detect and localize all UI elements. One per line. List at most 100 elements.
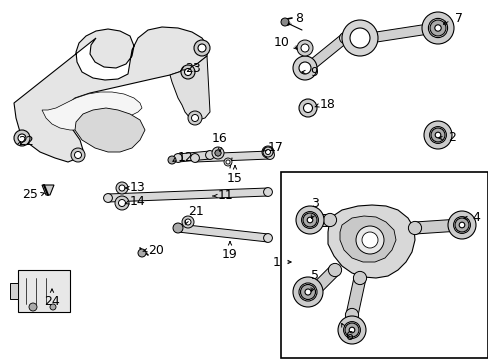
Polygon shape [177,224,268,242]
Circle shape [265,150,274,159]
Bar [10,283,18,300]
Circle shape [215,150,221,156]
Circle shape [345,323,358,337]
Circle shape [263,147,272,157]
Circle shape [348,327,354,333]
Circle shape [355,226,383,254]
Circle shape [173,154,182,162]
Circle shape [361,232,377,248]
Circle shape [119,185,125,191]
Polygon shape [368,23,435,43]
Polygon shape [314,214,329,226]
Circle shape [298,283,316,301]
Circle shape [303,104,312,112]
Circle shape [341,20,377,56]
Polygon shape [414,219,460,234]
Circle shape [184,68,191,76]
Circle shape [184,219,191,225]
Circle shape [115,196,129,210]
Circle shape [263,234,272,242]
Circle shape [190,154,199,162]
Circle shape [263,188,272,197]
Text: 11: 11 [218,189,233,202]
Circle shape [14,130,30,146]
Circle shape [205,150,214,159]
Circle shape [454,218,468,232]
Text: 20: 20 [148,243,163,256]
Text: 22: 22 [18,135,34,148]
Polygon shape [14,27,207,162]
Text: 23: 23 [184,62,201,75]
Circle shape [71,148,85,162]
Circle shape [458,222,464,228]
Bar [281,172,487,358]
Circle shape [339,32,350,44]
Polygon shape [42,92,142,130]
Circle shape [423,121,451,149]
Polygon shape [42,185,54,195]
Circle shape [295,206,324,234]
Circle shape [265,149,270,154]
Circle shape [116,182,128,194]
Circle shape [429,20,445,36]
Circle shape [430,128,444,142]
Circle shape [337,316,365,344]
Circle shape [50,304,56,310]
Text: 19: 19 [222,248,237,261]
Circle shape [429,127,446,143]
Text: 2: 2 [447,131,455,144]
Circle shape [212,147,224,159]
Text: 9: 9 [309,66,317,78]
Circle shape [262,146,273,158]
Polygon shape [339,216,395,262]
Polygon shape [177,151,210,162]
Polygon shape [194,151,269,162]
Circle shape [173,223,183,233]
Circle shape [292,277,323,307]
Text: 15: 15 [226,172,243,185]
Text: 21: 21 [187,205,203,218]
Polygon shape [327,205,414,278]
Circle shape [225,160,229,164]
Circle shape [300,284,315,300]
Circle shape [187,111,202,125]
Circle shape [224,158,231,166]
Circle shape [168,156,176,164]
Polygon shape [75,108,145,152]
Circle shape [328,264,341,276]
Circle shape [301,212,318,228]
Circle shape [427,18,447,37]
Circle shape [303,213,316,227]
Text: 10: 10 [274,36,289,49]
Circle shape [343,321,360,338]
Circle shape [29,303,37,311]
Circle shape [421,12,453,44]
Circle shape [308,283,321,297]
Text: 18: 18 [319,99,335,112]
Text: 1: 1 [273,256,281,269]
Text: 16: 16 [212,132,227,145]
Text: 8: 8 [294,12,303,24]
Circle shape [198,44,205,52]
Circle shape [215,150,221,156]
Text: 5: 5 [310,269,318,282]
Circle shape [18,134,26,142]
Circle shape [194,40,209,56]
Text: 17: 17 [267,141,284,154]
Text: 3: 3 [310,197,318,210]
Circle shape [407,221,421,235]
Text: 4: 4 [471,211,479,225]
Text: 24: 24 [44,295,60,308]
Circle shape [434,132,440,138]
Circle shape [349,28,369,48]
Circle shape [353,271,366,285]
Circle shape [298,99,316,117]
Text: 6: 6 [345,330,352,343]
Bar [18,270,70,312]
Circle shape [301,44,308,52]
Circle shape [434,25,440,31]
Circle shape [345,309,358,321]
Circle shape [428,22,440,33]
Text: 25: 25 [22,189,38,202]
Circle shape [298,62,310,74]
